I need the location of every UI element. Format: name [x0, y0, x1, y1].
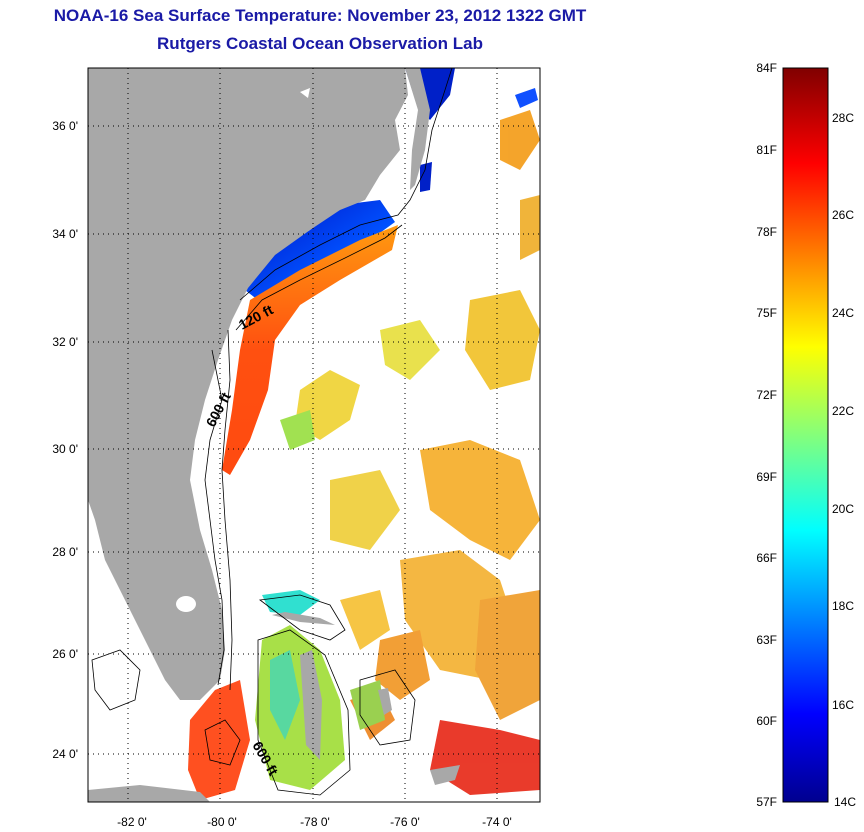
colorbar-label-f: 72F	[756, 388, 777, 402]
colorbar-label-f: 84F	[756, 61, 777, 75]
lon-label: -78 0'	[300, 815, 330, 829]
lat-label: 26 0'	[52, 647, 78, 661]
colorbar-label-f: 75F	[756, 306, 777, 320]
map-title: NOAA-16 Sea Surface Temperature: Novembe…	[53, 6, 587, 25]
colorbar-label-f: 66F	[756, 551, 777, 565]
colorbar-celsius-labels: 28C 26C 24C 22C 20C 18C 16C 14C	[832, 111, 856, 809]
longitude-labels: -82 0' -80 0' -78 0' -76 0' -74 0'	[117, 815, 512, 829]
colorbar-label-c: 20C	[832, 502, 854, 516]
colorbar-label-c: 16C	[832, 698, 854, 712]
map-frame	[87, 67, 541, 803]
colorbar-label-f: 78F	[756, 225, 777, 239]
offshore-sst-patches	[280, 110, 540, 795]
lon-label: -82 0'	[117, 815, 147, 829]
colorbar-label-c: 28C	[832, 111, 854, 125]
colorbar-label-f: 63F	[756, 633, 777, 647]
colorbar-label-f: 57F	[756, 795, 777, 809]
colorbar-label-c: 18C	[832, 599, 854, 613]
lat-label: 24 0'	[52, 747, 78, 761]
colorbar-label-f: 81F	[756, 143, 777, 157]
colorbar-label-f: 60F	[756, 714, 777, 728]
colorbar-label-c: 26C	[832, 208, 854, 222]
graticule	[88, 68, 540, 802]
lon-label: -76 0'	[390, 815, 420, 829]
colorbar-label-c: 22C	[832, 404, 854, 418]
lat-label: 28 0'	[52, 545, 78, 559]
lat-label: 32 0'	[52, 335, 78, 349]
temperature-colorbar	[782, 67, 829, 803]
latitude-labels: 36 0' 34 0' 32 0' 30 0' 28 0' 26 0' 24 0…	[52, 119, 78, 761]
land-bahamas	[300, 650, 322, 760]
lon-label: -80 0'	[207, 815, 237, 829]
map-subtitle: Rutgers Coastal Ocean Observation Lab	[157, 34, 483, 53]
cold-shelf-water	[245, 200, 395, 300]
land-us-southeast	[88, 68, 408, 700]
lat-label: 34 0'	[52, 227, 78, 241]
bathymetry-contours	[91, 68, 453, 796]
lon-label: -74 0'	[482, 815, 512, 829]
colorbar-label-c: 24C	[832, 306, 854, 320]
lat-label: 30 0'	[52, 442, 78, 456]
colorbar-fahrenheit-labels: 84F 81F 78F 75F 72F 69F 66F 63F 60F 57F	[756, 61, 777, 809]
lat-label: 36 0'	[52, 119, 78, 133]
colorbar-label-f: 69F	[756, 470, 777, 484]
colorbar-label-c: 14C	[834, 795, 856, 809]
